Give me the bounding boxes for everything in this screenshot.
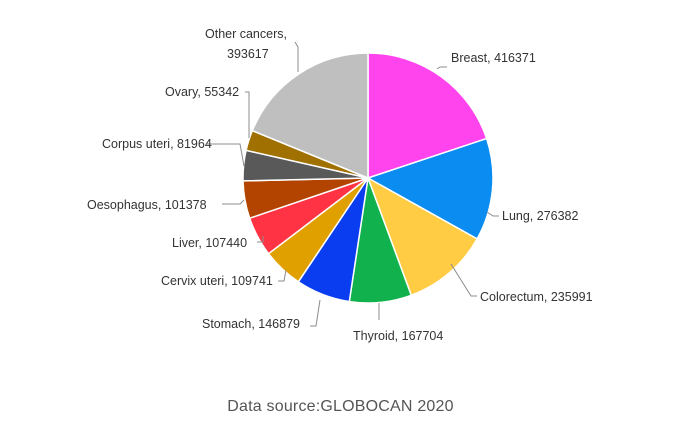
- slice-label-ovary: Ovary, 55342: [165, 85, 239, 99]
- pie-slice-other-cancers: [251, 52, 369, 180]
- leader-line-liver: [257, 236, 264, 243]
- leader-line-colorectum: [450, 263, 477, 297]
- data-source-note: Data source:GLOBOCAN 2020: [227, 398, 454, 415]
- leader-lines: [207, 41, 499, 327]
- slice-label-thyroid: Thyroid, 167704: [353, 329, 443, 343]
- leader-line-breast: [436, 66, 447, 70]
- slice-label-corpus-uteri: Corpus uteri, 81964: [102, 137, 212, 151]
- slice-label-breast: Breast, 416371: [451, 51, 536, 65]
- pie-slice-breast: [367, 52, 488, 180]
- slice-label-liver: Liver, 107440: [172, 236, 247, 250]
- slice-label-stomach: Stomach, 146879: [202, 317, 300, 331]
- leader-line-ovary: [245, 91, 250, 138]
- slice-label-other-cancers: Other cancers, 393617: [205, 27, 287, 61]
- pie-slice-lung: [366, 137, 494, 240]
- leader-line-lung: [486, 211, 499, 217]
- leader-line-corpus-uteri: [207, 143, 245, 167]
- slice-label-line: Other cancers,: [205, 27, 287, 41]
- slice-label-oesophagus: Oesophagus, 101378: [87, 198, 207, 212]
- slice-label-lung: Lung, 276382: [502, 209, 579, 223]
- leader-line-oesophagus: [222, 199, 245, 205]
- pie-slice-colorectum: [366, 176, 479, 297]
- slice-label-line: 393617: [227, 47, 269, 61]
- slice-label-cervix-uteri: Cervix uteri, 109741: [161, 274, 273, 288]
- slice-label-colorectum: Colorectum, 235991: [480, 290, 593, 304]
- leader-line-stomach: [310, 299, 321, 327]
- pie-slices: [242, 52, 494, 304]
- slice-labels: Breast, 416371 Lung, 276382 Colorectum, 23…: [87, 27, 593, 343]
- leader-line-other-cancers: [294, 41, 299, 72]
- leader-line-cervix-uteri: [278, 269, 287, 282]
